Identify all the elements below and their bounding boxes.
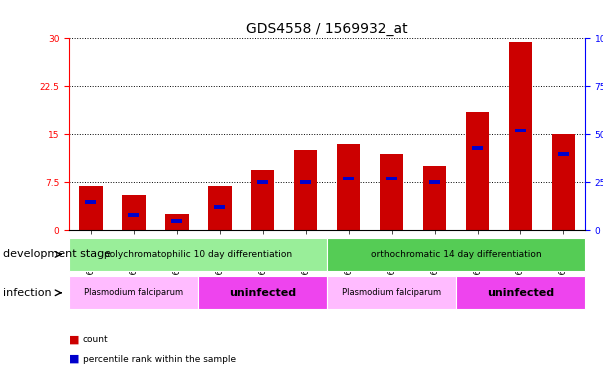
Bar (257, 180, 268, 184)
Bar (558, 152, 569, 156)
Bar (552, 134, 575, 230)
Bar (466, 112, 489, 230)
Bar (343, 177, 354, 180)
Text: percentile rank within the sample: percentile rank within the sample (83, 354, 236, 364)
Text: development stage: development stage (3, 249, 111, 260)
Bar (429, 180, 440, 184)
Text: ■: ■ (69, 335, 80, 345)
Bar (128, 213, 139, 217)
Bar (214, 205, 225, 209)
Text: ■: ■ (69, 354, 80, 364)
Text: count: count (83, 335, 108, 344)
Bar (79, 185, 103, 230)
Bar (294, 151, 317, 230)
Bar (300, 180, 311, 184)
Title: GDS4558 / 1569932_at: GDS4558 / 1569932_at (246, 22, 408, 36)
Bar (251, 170, 274, 230)
Text: infection: infection (3, 288, 52, 298)
Bar (86, 200, 96, 204)
Bar (423, 166, 446, 230)
Bar (337, 144, 361, 230)
Bar (472, 146, 483, 150)
Bar (515, 129, 526, 132)
Bar (386, 177, 397, 180)
Bar (380, 154, 403, 230)
Bar (122, 195, 145, 230)
Text: Plasmodium falciparum: Plasmodium falciparum (84, 288, 183, 297)
Text: polychromatophilic 10 day differentiation: polychromatophilic 10 day differentiatio… (104, 250, 292, 259)
Text: orthochromatic 14 day differentiation: orthochromatic 14 day differentiation (371, 250, 541, 259)
Text: Plasmodium falciparum: Plasmodium falciparum (342, 288, 441, 297)
Bar (171, 219, 182, 223)
Text: uninfected: uninfected (229, 288, 296, 298)
Bar (509, 41, 532, 230)
Bar (208, 185, 232, 230)
Text: uninfected: uninfected (487, 288, 554, 298)
Bar (165, 214, 189, 230)
